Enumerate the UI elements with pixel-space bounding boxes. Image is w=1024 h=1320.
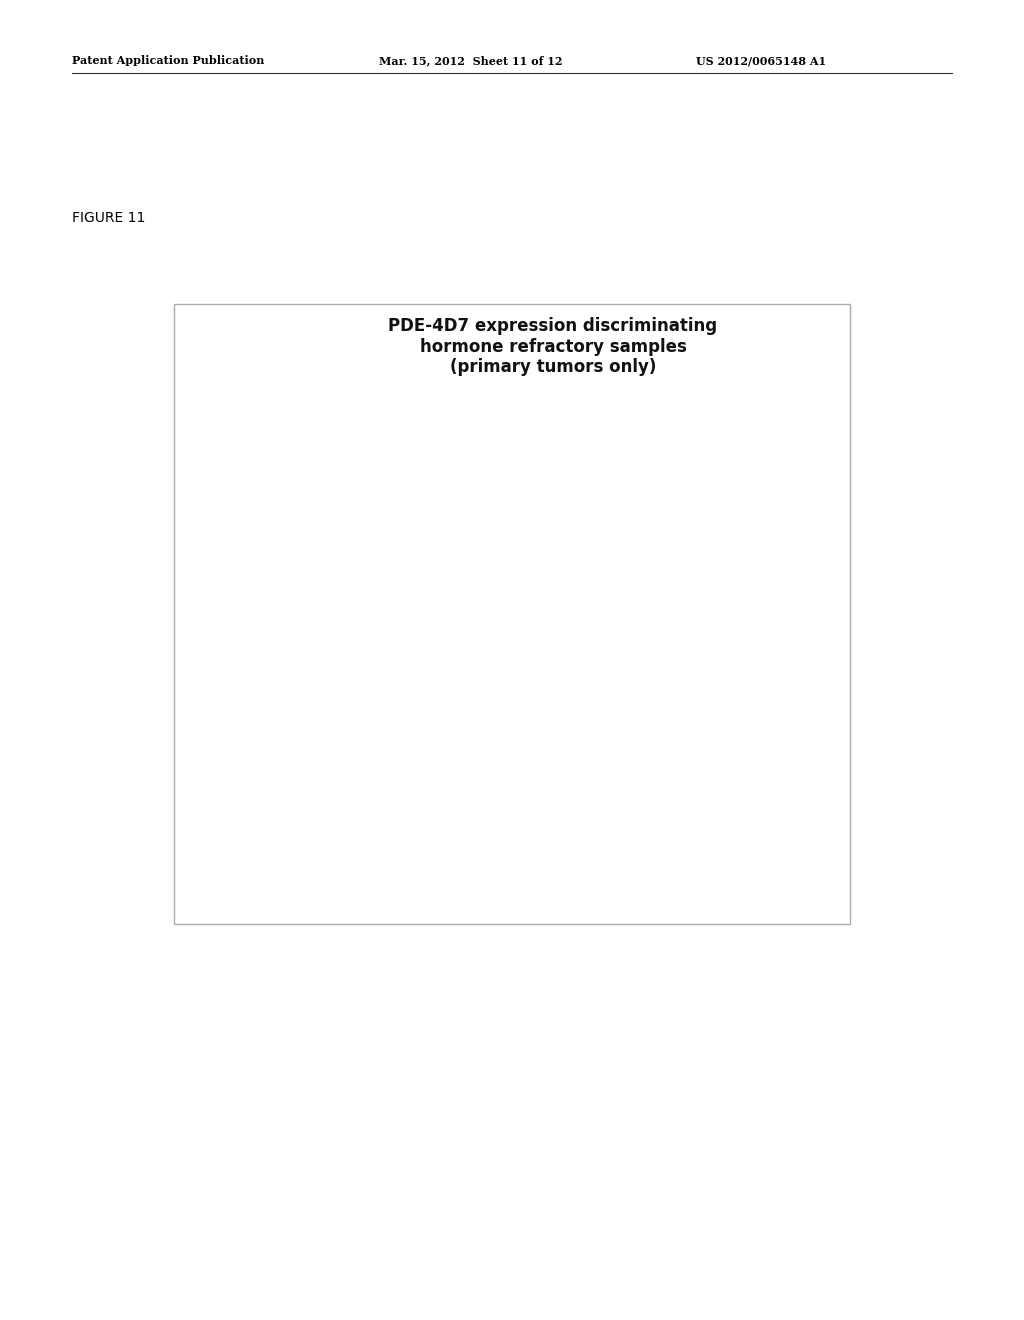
Text: FIGURE 11: FIGURE 11	[72, 211, 145, 226]
Bar	[378, 642, 486, 677]
Bar	[620, 797, 728, 816]
Y-axis label: Gene expression of PDE-4D7
(normalized to GAPDH & PBGD): Gene expression of PDE-4D7 (normalized t…	[217, 587, 246, 785]
Text: Mar. 15, 2012  Sheet 11 of 12: Mar. 15, 2012 Sheet 11 of 12	[379, 55, 562, 66]
Text: Patent Application Publication: Patent Application Publication	[72, 55, 264, 66]
Text: US 2012/0065148 A1: US 2012/0065148 A1	[696, 55, 826, 66]
Bar	[620, 816, 728, 826]
Text: PDE-4D7 expression discriminating
hormone refractory samples
(primary tumors onl: PDE-4D7 expression discriminating hormon…	[388, 317, 718, 376]
Bar	[378, 606, 486, 642]
